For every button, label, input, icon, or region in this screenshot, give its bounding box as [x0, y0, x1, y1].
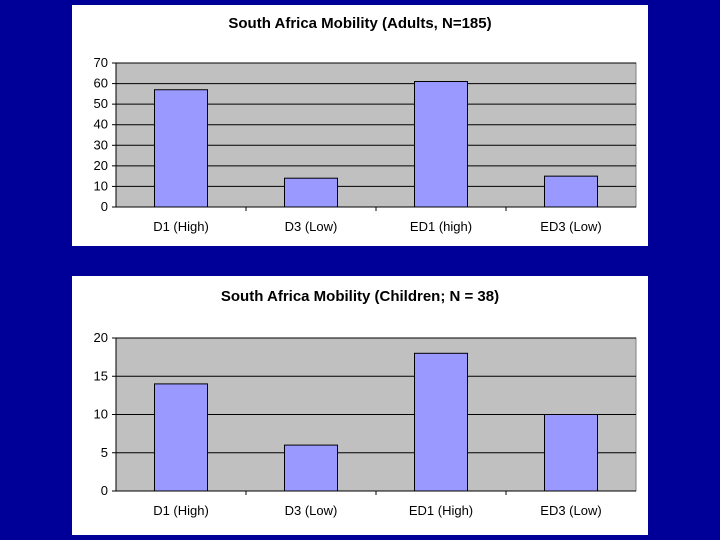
children-bar-4 [544, 414, 598, 492]
adults-bar-1 [154, 89, 208, 208]
adults-x-tick-label: D3 (Low) [285, 219, 338, 234]
children-bar-2 [284, 444, 338, 492]
adults-y-tick-label: 20 [94, 158, 108, 173]
adults-chart-title: South Africa Mobility (Adults, N=185) [228, 15, 492, 32]
adults-x-tick-label: ED3 (Low) [540, 219, 601, 234]
adults-y-tick-label: 70 [94, 55, 108, 70]
adults-chart-panel: South Africa Mobility (Adults, N=185) 0 1… [72, 5, 648, 246]
children-y-tick-label: 5 [101, 445, 108, 460]
children-bar-chart: 0 5 10 15 20 D1 (High) D3 (Low) ED1 (High) ED3 (… [94, 330, 637, 518]
adults-y-tick-label: 50 [94, 96, 108, 111]
adults-bar-4 [544, 175, 598, 208]
children-chart-panel: South Africa Mobility (Children; N = 38)… [72, 276, 648, 535]
children-x-tick-label: ED1 (High) [409, 503, 473, 518]
children-y-tick-label: 0 [101, 483, 108, 498]
adults-y-tick-label: 60 [94, 76, 108, 91]
adults-y-tick-label: 10 [94, 178, 108, 193]
children-y-tick-label: 15 [94, 368, 108, 383]
adults-bar-chart: 0 10 20 30 40 50 60 70 D1 (High) D3 (Low) ED1 (hig… [94, 55, 637, 234]
adults-bar-2 [284, 177, 338, 208]
children-x-tick-label: D3 (Low) [285, 503, 338, 518]
children-chart-title: South Africa Mobility (Children; N = 38) [220, 288, 500, 305]
adults-x-tick-label: D1 (High) [153, 219, 209, 234]
adults-y-tick-label: 30 [94, 137, 108, 152]
children-bar-3 [414, 352, 468, 492]
children-x-tick-label: ED3 (Low) [540, 503, 601, 518]
children-y-tick-label: 10 [94, 407, 108, 422]
adults-x-tick-label: ED1 (high) [410, 219, 472, 234]
adults-bar-3 [414, 81, 468, 208]
children-x-tick-label: D1 (High) [153, 503, 209, 518]
children-y-tick-label: 20 [94, 330, 108, 345]
children-bar-1 [154, 383, 208, 492]
adults-y-tick-label: 40 [94, 117, 108, 132]
adults-y-tick-label: 0 [101, 199, 108, 214]
